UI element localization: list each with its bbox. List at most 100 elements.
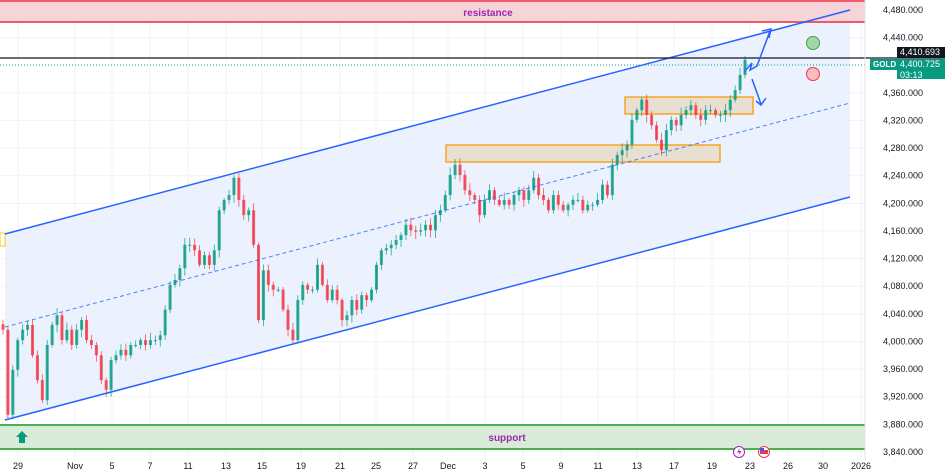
- candle-body: [424, 224, 428, 231]
- candle-body: [40, 380, 44, 401]
- candle-body: [566, 204, 570, 211]
- channel-upper-line[interactable]: [4, 9, 851, 235]
- x-tick-label: Dec: [440, 461, 457, 471]
- x-tick-label: 23: [745, 461, 755, 471]
- candle-body: [630, 119, 634, 145]
- candle-body: [148, 340, 152, 345]
- red-circle-icon[interactable]: [806, 67, 820, 81]
- x-tick-label: Nov: [67, 461, 84, 471]
- candle-body: [532, 177, 536, 191]
- bearish-path-arrow[interactable]: [751, 78, 762, 105]
- candle-body: [271, 284, 275, 290]
- candle-body: [281, 289, 285, 310]
- candle-body: [542, 195, 546, 200]
- candle-body: [655, 125, 659, 140]
- channel-lower-line[interactable]: [4, 196, 851, 421]
- candle-body: [1, 324, 5, 330]
- candle-body: [379, 250, 383, 265]
- bullish-path-arrow[interactable]: [743, 30, 771, 73]
- candle-body: [659, 139, 663, 151]
- candle-body: [728, 99, 732, 111]
- candle-body: [109, 360, 113, 390]
- x-tick-label: 5: [109, 461, 114, 471]
- price-axis[interactable]: 4,480.000 4,440.000 4,360.000 4,320.000 4,28…: [883, 5, 923, 457]
- candle-body: [714, 110, 718, 115]
- candle-body: [335, 289, 339, 301]
- candle-body: [227, 195, 231, 200]
- x-tick-label: 5: [520, 461, 525, 471]
- candle-body: [345, 315, 349, 321]
- candle-body: [453, 164, 457, 176]
- support-label: support: [488, 433, 526, 444]
- candle-body: [35, 355, 39, 381]
- candle-body: [591, 204, 595, 206]
- y-tick-label: 3,880.000: [883, 419, 923, 429]
- up-arrow-icon: [16, 431, 28, 443]
- candle-body: [492, 190, 496, 200]
- candle-body: [674, 119, 678, 126]
- x-tick-label: 15: [257, 461, 267, 471]
- candle-body: [94, 344, 98, 356]
- x-tick-label: 11: [183, 461, 192, 471]
- candle-body: [551, 195, 555, 211]
- candle-body: [85, 320, 89, 341]
- demand-box-2[interactable]: [624, 96, 754, 115]
- candle-body: [561, 204, 565, 211]
- x-tick-label: 11: [593, 461, 602, 471]
- candle-body: [679, 114, 683, 126]
- channel-mid-line[interactable]: [4, 102, 851, 328]
- candle-body: [193, 244, 197, 251]
- x-tick-label: 9: [558, 461, 563, 471]
- lightning-event-icon[interactable]: [733, 446, 745, 458]
- candle-body: [605, 184, 609, 196]
- x-tick-label: 30: [818, 461, 828, 471]
- candle-body: [158, 335, 162, 341]
- candle-body: [443, 195, 447, 211]
- candle-body: [242, 199, 246, 216]
- y-tick-label: 4,320.000: [883, 115, 923, 125]
- candle-body: [139, 340, 143, 345]
- candle-body: [340, 300, 344, 321]
- x-tick-label: 2026: [851, 461, 871, 471]
- y-tick-label: 3,840.000: [883, 447, 923, 457]
- x-tick-label: 19: [707, 461, 717, 471]
- candle-body: [699, 114, 703, 120]
- candle-body: [365, 295, 369, 301]
- candle-body: [75, 329, 79, 345]
- symbol-label: GOLD: [870, 59, 897, 70]
- resistance-zone: [0, 0, 865, 22]
- candle-body: [409, 224, 413, 231]
- time-axis[interactable]: 29 Nov 5 7 11 13 15 19 21 25 27 Dec 3 5 9 11 13 17 19 23 26 3…: [13, 461, 871, 471]
- us-flag-event-icon[interactable]: [758, 446, 770, 458]
- candle-body: [581, 199, 585, 211]
- candle-body: [315, 264, 319, 290]
- candle-body: [6, 329, 10, 415]
- x-tick-label: 19: [296, 461, 306, 471]
- candle-body: [645, 99, 649, 115]
- x-tick-label: 29: [13, 461, 23, 471]
- bar-countdown: 03:13: [900, 70, 923, 80]
- candle-body: [129, 344, 133, 356]
- candle-body: [625, 144, 629, 151]
- demand-box-1[interactable]: [445, 144, 721, 163]
- candle-body: [168, 284, 172, 310]
- candle-body: [306, 284, 310, 290]
- green-circle-icon[interactable]: [806, 36, 820, 50]
- candle-body: [207, 255, 211, 265]
- y-tick-label: 3,920.000: [883, 392, 923, 402]
- candle-body: [704, 110, 708, 120]
- y-tick-label: 3,960.000: [883, 364, 923, 374]
- candle-body: [610, 164, 614, 196]
- candle-body: [163, 309, 167, 336]
- candle-body: [350, 300, 354, 316]
- x-tick-label: 13: [221, 461, 231, 471]
- y-tick-label: 4,080.000: [883, 281, 923, 291]
- candle-body: [80, 320, 84, 330]
- y-tick-label: 4,120.000: [883, 254, 923, 264]
- x-tick-label: 3: [482, 461, 487, 471]
- candle-body: [21, 329, 25, 341]
- candle-body: [483, 199, 487, 216]
- x-tick-label: 17: [669, 461, 679, 471]
- candle-body: [522, 190, 526, 200]
